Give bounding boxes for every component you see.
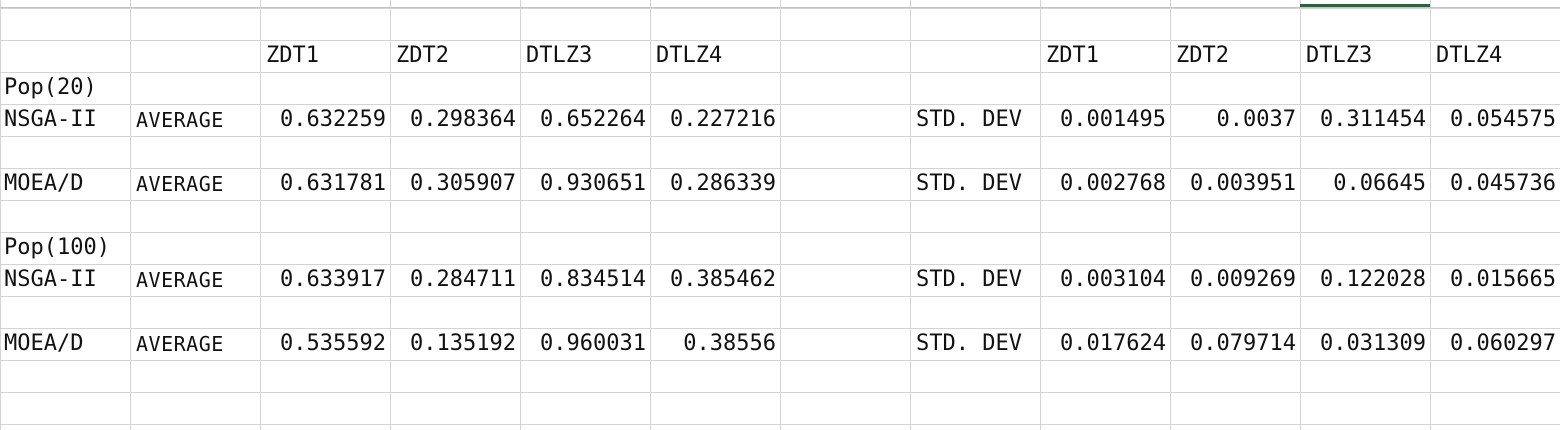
algorithm-cell[interactable]: NSGA-II	[4, 107, 97, 132]
avg-value-cell[interactable]: 0.633917	[280, 267, 386, 292]
header-std-zdt1[interactable]: ZDT1	[1046, 43, 1099, 68]
group-label-pop100[interactable]: Pop(100)	[4, 235, 110, 260]
avg-value-cell[interactable]: 0.834514	[540, 267, 646, 292]
avg-value-cell[interactable]: 0.535592	[280, 331, 386, 356]
average-label-cell[interactable]: AVERAGE	[136, 268, 224, 292]
avg-value-cell[interactable]: 0.960031	[540, 331, 646, 356]
std-value-cell[interactable]: 0.054575	[1450, 107, 1556, 132]
std-value-cell[interactable]: 0.122028	[1320, 267, 1426, 292]
std-value-cell[interactable]: 0.017624	[1060, 331, 1166, 356]
average-label-cell[interactable]: AVERAGE	[136, 172, 224, 196]
header-std-dtlz3[interactable]: DTLZ3	[1306, 43, 1373, 68]
avg-value-cell[interactable]: 0.284711	[410, 267, 516, 292]
std-label-cell[interactable]: STD. DEV	[916, 267, 1022, 292]
selected-cell-indicator	[1300, 4, 1430, 7]
header-avg-zdt1[interactable]: ZDT1	[266, 43, 319, 68]
std-value-cell[interactable]: 0.009269	[1190, 267, 1296, 292]
avg-value-cell[interactable]: 0.632259	[280, 107, 386, 132]
std-label-cell[interactable]: STD. DEV	[916, 331, 1022, 356]
std-label-cell[interactable]: STD. DEV	[916, 171, 1022, 196]
avg-value-cell[interactable]: 0.305907	[410, 171, 516, 196]
std-value-cell[interactable]: 0.0037	[1216, 107, 1296, 132]
header-std-zdt2[interactable]: ZDT2	[1176, 43, 1229, 68]
avg-value-cell[interactable]: 0.652264	[540, 107, 646, 132]
group-label-pop20[interactable]: Pop(20)	[4, 75, 97, 100]
avg-value-cell[interactable]: 0.385462	[670, 267, 776, 292]
std-value-cell[interactable]: 0.311454	[1320, 107, 1426, 132]
column-header-divider	[0, 7, 1560, 8]
std-value-cell[interactable]: 0.079714	[1190, 331, 1296, 356]
average-label-cell[interactable]: AVERAGE	[136, 108, 224, 132]
header-avg-dtlz4[interactable]: DTLZ4	[656, 43, 723, 68]
std-value-cell[interactable]: 0.002768	[1060, 171, 1166, 196]
header-std-dtlz4[interactable]: DTLZ4	[1436, 43, 1503, 68]
std-value-cell[interactable]: 0.003951	[1190, 171, 1296, 196]
std-value-cell[interactable]: 0.06645	[1333, 171, 1426, 196]
std-value-cell[interactable]: 0.001495	[1060, 107, 1166, 132]
avg-value-cell[interactable]: 0.135192	[410, 331, 516, 356]
avg-value-cell[interactable]: 0.286339	[670, 171, 776, 196]
avg-value-cell[interactable]: 0.631781	[280, 171, 386, 196]
avg-value-cell[interactable]: 0.930651	[540, 171, 646, 196]
std-value-cell[interactable]: 0.003104	[1060, 267, 1166, 292]
algorithm-cell[interactable]: NSGA-II	[4, 267, 97, 292]
algorithm-cell[interactable]: MOEA/D	[4, 331, 84, 356]
std-value-cell[interactable]: 0.045736	[1450, 171, 1556, 196]
avg-value-cell[interactable]: 0.298364	[410, 107, 516, 132]
avg-value-cell[interactable]: 0.227216	[670, 107, 776, 132]
average-label-cell[interactable]: AVERAGE	[136, 332, 224, 356]
std-value-cell[interactable]: 0.060297	[1450, 331, 1556, 356]
header-avg-zdt2[interactable]: ZDT2	[396, 43, 449, 68]
std-label-cell[interactable]: STD. DEV	[916, 107, 1022, 132]
std-value-cell[interactable]: 0.031309	[1320, 331, 1426, 356]
header-avg-dtlz3[interactable]: DTLZ3	[526, 43, 593, 68]
std-value-cell[interactable]: 0.015665	[1450, 267, 1556, 292]
avg-value-cell[interactable]: 0.38556	[683, 331, 776, 356]
algorithm-cell[interactable]: MOEA/D	[4, 171, 84, 196]
